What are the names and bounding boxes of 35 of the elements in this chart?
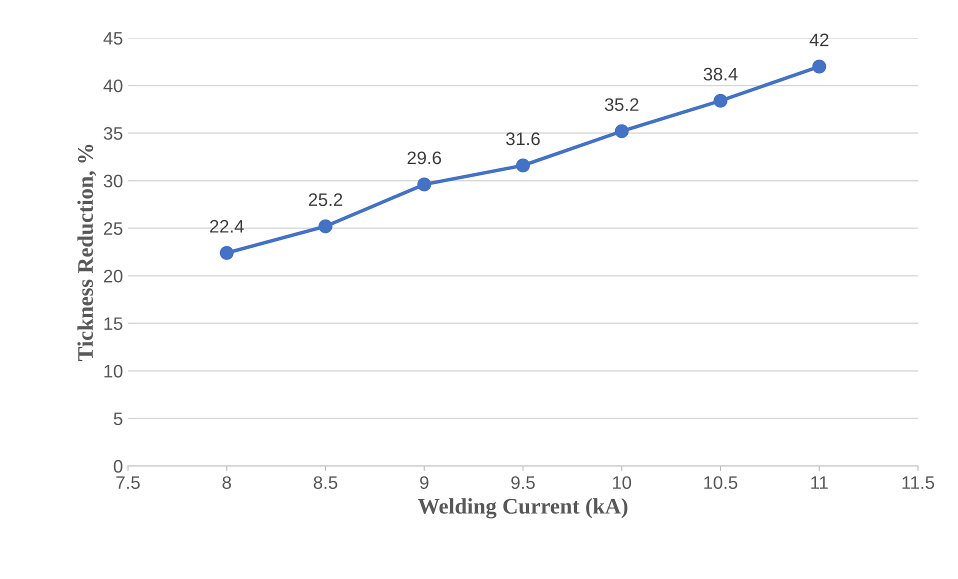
x-tick-label: 10.5 — [704, 476, 738, 489]
y-tick-label: 0 — [114, 460, 122, 473]
x-tick-label: 9.5 — [511, 476, 535, 489]
data-label: 35.2 — [604, 98, 638, 111]
x-tick-label: 9 — [420, 476, 428, 489]
data-label: 38.4 — [704, 68, 738, 81]
y-axis-title: Tickness Reduction, % — [77, 144, 96, 362]
data-label: 42 — [810, 34, 828, 46]
y-tick-label: 20 — [104, 270, 122, 282]
point — [318, 219, 332, 234]
point — [614, 124, 629, 138]
x-tick-label: 11.5 — [902, 476, 934, 489]
y-tick-label: 15 — [104, 317, 122, 330]
point — [516, 158, 530, 172]
x-tick-label: 10 — [613, 476, 632, 489]
data-label: 31.6 — [506, 132, 540, 146]
x-tick-label: 8.5 — [314, 476, 338, 489]
y-tick-label: 10 — [104, 364, 122, 378]
y-tick-label: 45 — [103, 32, 122, 45]
point — [220, 246, 234, 260]
y-tick-label: 25 — [104, 222, 122, 235]
y-tick-label: 35 — [104, 127, 122, 140]
point — [714, 94, 728, 108]
data-label: 25.2 — [308, 193, 342, 206]
x-tick-label: 8 — [222, 476, 231, 489]
data-label: 29.6 — [408, 151, 442, 164]
x-tick-label: 7.5 — [116, 476, 140, 489]
y-tick-label: 5 — [114, 412, 122, 426]
data-label: 22.4 — [210, 220, 244, 233]
y-tick-label: 40 — [103, 79, 122, 92]
x-axis-title: Welding Current (kA) — [418, 498, 628, 518]
point — [417, 178, 432, 192]
x-tick-label: 11 — [811, 476, 828, 489]
point — [812, 60, 826, 74]
y-tick-label: 30 — [104, 174, 122, 188]
